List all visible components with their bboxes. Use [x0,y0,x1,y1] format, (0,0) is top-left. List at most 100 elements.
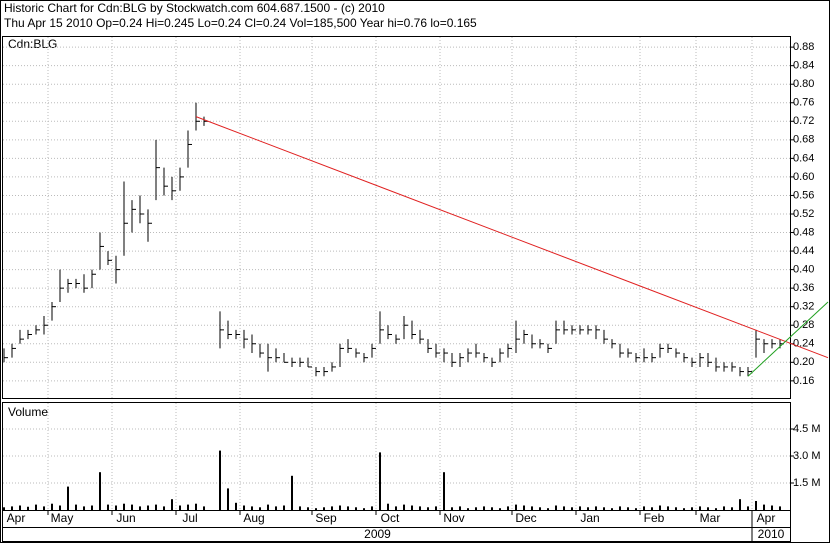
volume-bar [203,506,205,510]
price-panel [2,36,791,399]
volume-bar [643,506,645,510]
volume-bar [563,506,565,510]
volume-bar [555,505,557,510]
volume-bar [115,505,117,510]
volume-bar [51,503,53,510]
year-label: 2010 [758,527,785,541]
y-tick-label: 0.52 [793,208,814,220]
volume-bar [123,503,125,510]
volume-bar [731,507,733,510]
volume-bar [523,505,525,510]
volume-bar [675,507,677,510]
volume-bar [11,506,13,510]
y-tick-label: 0.84 [793,60,814,72]
volume-bar [587,507,589,510]
volume-bar [691,507,693,510]
chart-title: Historic Chart for Cdn:BLG by Stockwatch… [4,1,385,15]
volume-bar [235,502,237,510]
y-tick-label: 0.40 [793,264,814,276]
volume-bar [315,508,317,510]
volume-bar [259,507,261,510]
volume-bar [283,505,285,510]
volume-bar [355,507,357,510]
volume-bar [171,499,173,510]
volume-bar [195,503,197,510]
volume-bar [467,508,469,510]
volume-bar [579,506,581,510]
trend-line [195,116,829,359]
y-tick-label: 0.32 [793,301,814,313]
y-tick-label: 0.48 [793,226,814,238]
y-tick-label: 0.36 [793,282,814,294]
volume-bar [59,505,61,510]
volume-bar [147,505,149,510]
volume-bar [35,504,37,510]
y-tick-label: 0.24 [793,338,814,350]
x-tick-label: Feb [644,511,665,525]
volume-bar [27,506,29,510]
y-tick-label: 3.0 M [793,450,821,462]
volume-bar [571,507,573,510]
year-label: 2009 [364,527,391,541]
volume-bar [611,508,613,510]
volume-bar [163,506,165,510]
volume-bar [779,506,781,510]
x-tick-label: May [51,511,74,525]
volume-bar [83,506,85,510]
volume-bar [739,499,741,510]
volume-bar [131,504,133,510]
volume-bar [651,507,653,510]
volume-bar [771,505,773,510]
volume-bar [435,506,437,510]
volume-bar [347,506,349,510]
volume-bar [707,507,709,510]
x-tick-label: Jan [580,511,599,525]
volume-bar [531,506,533,510]
volume-bar [187,504,189,510]
volume-bar [307,507,309,510]
volume-bar [491,507,493,510]
volume-bar [483,506,485,510]
volume-bar [155,504,157,510]
volume-bar [395,506,397,510]
volume-bar [667,506,669,510]
y-tick-label: 0.56 [793,189,814,201]
y-tick-label: 1.5 M [793,477,821,489]
x-tick-label: Jul [182,511,197,525]
volume-bar [715,508,717,510]
volume-bar [627,507,629,510]
y-tick-label: 0.72 [793,115,814,127]
y-tick-label: 0.76 [793,97,814,109]
volume-bar [323,507,325,510]
volume-bar [19,505,21,510]
y-tick-label: 0.64 [793,152,814,164]
y-tick-label: 4.5 M [793,423,821,435]
volume-bar [699,506,701,510]
volume-bar [635,508,637,510]
volume-bar [107,504,109,510]
volume-bar [659,505,661,510]
chart-subtitle: Thu Apr 15 2010 Op=0.24 Hi=0.245 Lo=0.24… [4,16,477,30]
volume-bar [387,503,389,510]
year-strip [2,527,791,542]
volume-bar [547,508,549,510]
x-tick-label: Apr [7,511,26,525]
volume-bar [379,452,381,510]
volume-bar [723,506,725,510]
volume-bar [747,506,749,510]
x-tick-label: Jun [116,511,135,525]
volume-bar [427,507,429,510]
volume-bar [763,504,765,510]
volume-bar [403,504,405,510]
volume-bar [459,506,461,510]
volume-bar [499,508,501,510]
y-tick-label: 0.20 [793,356,814,368]
volume-bar [251,506,253,510]
volume-bar [443,472,445,510]
volume-bar [3,507,5,510]
volume-bar [371,506,373,510]
volume-bar [139,506,141,510]
volume-bar [339,505,341,510]
volume-bar [275,506,277,510]
